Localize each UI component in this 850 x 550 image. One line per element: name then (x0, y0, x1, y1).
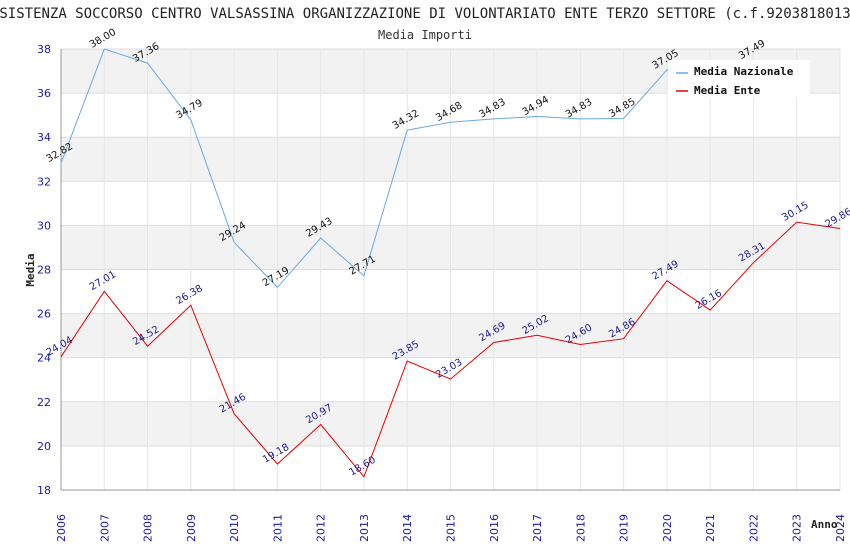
x-tick-label: 2018 (574, 514, 587, 542)
x-tick-label: 2017 (531, 514, 544, 542)
x-tick-label: 2019 (618, 514, 631, 542)
y-tick-label: 24 (37, 352, 51, 365)
x-tick-label: 2012 (315, 514, 328, 542)
y-tick-label: 34 (37, 131, 51, 144)
chart-subtitle: Media Importi (378, 28, 472, 42)
y-tick-label: 38 (37, 43, 51, 56)
series-line-ente (60, 221, 841, 478)
x-tick-label: 2009 (185, 514, 198, 542)
x-tick-label: 2010 (228, 514, 241, 542)
legend-box (668, 60, 810, 98)
y-tick-label: 36 (37, 87, 51, 100)
series-lines (60, 48, 841, 478)
x-tick-label: 2013 (358, 514, 371, 542)
y-tick-label: 20 (37, 440, 51, 453)
y-tick-label: 30 (37, 219, 51, 232)
legend: Media Nazionale Media Ente (668, 60, 810, 98)
y-tick-label: 26 (37, 308, 51, 321)
y-axis-label: Media (24, 253, 37, 286)
x-tick-label: 2016 (488, 514, 501, 542)
x-tick-label: 2006 (55, 514, 68, 542)
x-tick-label: 2008 (142, 514, 155, 542)
x-tick-label: 2015 (445, 514, 458, 542)
x-axis-ticks: 2006 2007 2008 2009 2010 2011 2012 2013 2014 2015… (55, 514, 847, 542)
x-tick-label: 2011 (271, 514, 284, 542)
x-tick-label: 2007 (98, 514, 111, 542)
data-label: 38.00 (88, 27, 118, 51)
y-tick-label: 22 (37, 396, 51, 409)
x-tick-label: 2024 (834, 514, 847, 542)
y-tick-label: 28 (37, 264, 51, 277)
legend-label-ente: Media Ente (694, 84, 761, 97)
x-tick-label: 2021 (704, 514, 717, 542)
y-tick-label: 32 (37, 175, 51, 188)
x-tick-label: 2014 (401, 514, 414, 542)
chart-title: ASSISTENZA SOCCORSO CENTRO VALSASSINA OR… (0, 6, 850, 22)
y-axis-ticks: 18 20 22 24 26 28 30 32 34 36 38 (37, 43, 51, 497)
x-tick-label: 2022 (747, 514, 760, 542)
series-line-nazionale (60, 48, 754, 289)
x-tick-label: 2020 (661, 514, 674, 542)
y-tick-label: 18 (37, 484, 51, 497)
legend-label-nazionale: Media Nazionale (694, 65, 794, 78)
x-tick-label: 2023 (791, 514, 804, 542)
x-axis-label: Anno (811, 518, 838, 531)
